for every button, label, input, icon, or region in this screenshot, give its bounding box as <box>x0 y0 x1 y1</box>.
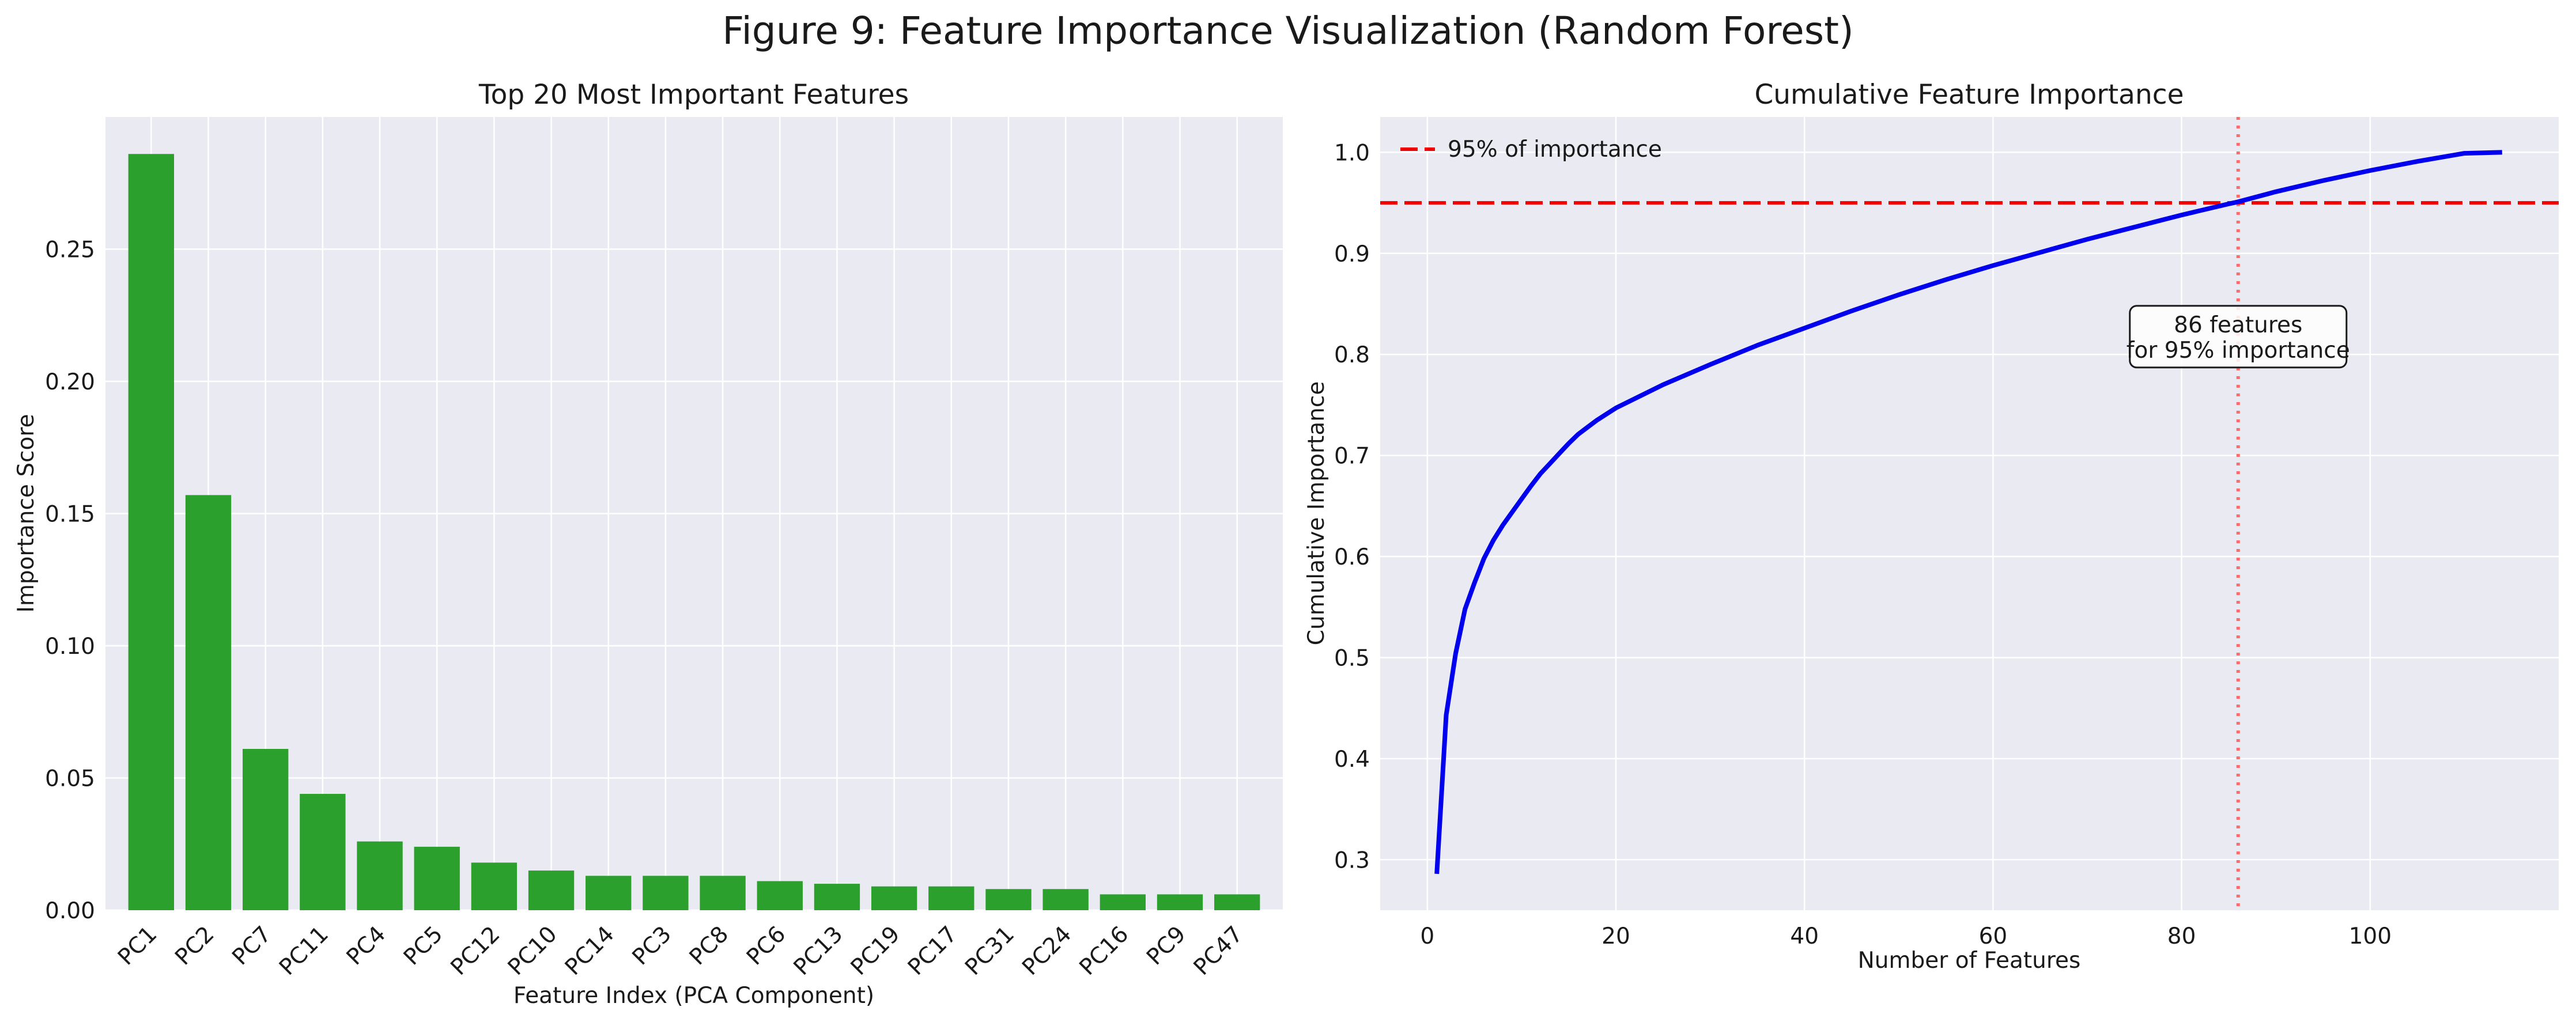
bar-chart-title: Top 20 Most Important Features <box>478 79 909 111</box>
cumulative-chart-y-tick-label: 0.7 <box>1334 444 1370 470</box>
bar-pc16 <box>1100 894 1146 910</box>
cumulative-chart-y-tick-label: 0.9 <box>1334 241 1370 267</box>
bar-pc9 <box>1157 894 1203 910</box>
cumulative-chart-x-tick-label: 100 <box>2349 923 2392 949</box>
annotation-box <box>2129 305 2348 369</box>
bar-chart-y-tick-label: 0.10 <box>45 634 95 660</box>
cumulative-chart-x-tick-label: 80 <box>2167 923 2196 949</box>
bar-chart-y-ticks: 0.00 0.05 0.10 0.15 0.20 0.25 <box>45 237 95 925</box>
bar-chart-y-tick-label: 0.20 <box>45 369 95 395</box>
threshold-annotation: 86 features for 95% importance <box>2126 305 2350 369</box>
cumulative-chart-y-tick-label: 0.3 <box>1334 847 1370 873</box>
cumulative-chart-x-tick-label: 20 <box>1601 923 1630 949</box>
cumulative-chart-y-tick-label: 0.5 <box>1334 645 1370 671</box>
bar-pc5 <box>414 846 460 910</box>
cumulative-chart-x-tick-label: 40 <box>1790 923 1819 949</box>
cumulative-chart-title: Cumulative Feature Importance <box>1754 79 2184 111</box>
bar-chart-y-tick-label: 0.05 <box>45 766 95 792</box>
bar-pc12 <box>471 862 518 910</box>
bar-pc7 <box>243 749 289 910</box>
bar-pc3 <box>643 876 689 910</box>
cumulative-chart-x-axis-label: Number of Features <box>1858 948 2081 974</box>
bar-pc6 <box>757 881 803 910</box>
bar-chart-y-tick-label: 0.25 <box>45 237 95 263</box>
bar-chart-y-tick-label: 0.15 <box>45 502 95 528</box>
bar-pc47 <box>1214 894 1260 910</box>
legend: 95% of importance <box>1400 137 1662 162</box>
bar-pc10 <box>528 870 575 910</box>
figure-title: Figure 9: Feature Importance Visualizati… <box>722 9 1853 53</box>
cumulative-chart-x-ticks: 0 20 40 60 80 100 <box>1420 923 2392 949</box>
bar-chart-y-axis-label: Importance Score <box>13 414 39 612</box>
cumulative-chart-y-tick-label: 0.4 <box>1334 747 1370 773</box>
bar-pc19 <box>871 886 917 910</box>
cumulative-chart-panel: 0.3 0.4 0.5 0.6 0.7 0.8 0.9 1.0 0 20 40 60 80 100 86… <box>1304 79 2559 974</box>
bar-pc2 <box>185 495 232 910</box>
cumulative-chart-y-tick-label: 0.8 <box>1334 342 1370 368</box>
cumulative-chart-plot-area <box>1380 117 2559 910</box>
cumulative-chart-grid <box>1380 117 2559 910</box>
bar-chart-bars <box>128 154 1260 910</box>
cumulative-chart-y-tick-label: 1.0 <box>1334 140 1370 166</box>
bar-pc8 <box>700 876 746 910</box>
bar-pc24 <box>1043 889 1089 910</box>
bar-pc17 <box>928 886 975 910</box>
bar-pc14 <box>586 876 632 910</box>
annotation-line-2: for 95% importance <box>2126 338 2350 364</box>
bar-chart-y-tick-label: 0.00 <box>45 898 95 924</box>
cumulative-chart-y-ticks: 0.3 0.4 0.5 0.6 0.7 0.8 0.9 1.0 <box>1334 140 1370 873</box>
cumulative-chart-y-tick-label: 0.6 <box>1334 544 1370 570</box>
cumulative-chart-y-axis-label: Cumulative Importance <box>1304 381 1329 645</box>
cumulative-importance-line <box>1434 150 2502 874</box>
bar-pc31 <box>985 889 1032 910</box>
cumulative-chart-x-tick-label: 0 <box>1420 923 1434 949</box>
bar-chart-x-axis-label: Feature Index (PCA Component) <box>513 983 874 1009</box>
annotation-line-1: 86 features <box>2174 312 2302 338</box>
legend-entry-threshold: 95% of importance <box>1448 137 1662 162</box>
bar-pc11 <box>300 794 346 910</box>
bar-pc4 <box>357 841 403 910</box>
cumulative-chart-x-tick-label: 60 <box>1979 923 2008 949</box>
bar-pc13 <box>814 884 860 910</box>
bar-pc1 <box>128 154 175 910</box>
